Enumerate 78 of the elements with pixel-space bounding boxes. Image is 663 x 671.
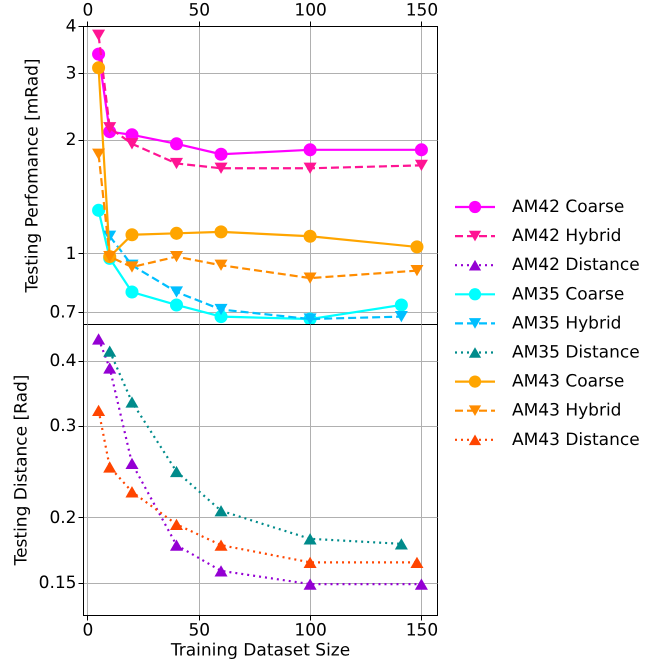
point [170,158,184,170]
point [394,298,408,312]
point [125,458,138,469]
point [410,264,424,276]
legend-label: AM43 Coarse [512,372,624,392]
point [103,345,116,357]
y-tick-label: 0.7 [49,302,76,322]
y-axis-title: Testing Perfomance [mRad] [22,58,42,294]
x-tick-label: 150 [406,0,438,20]
point [414,143,428,156]
y-tick-label: 0.15 [38,573,76,594]
point [304,556,317,568]
y-tick-label: 4 [66,16,76,36]
point [304,143,317,156]
point [304,272,317,284]
point [103,461,116,473]
x-tick-label: 50 [188,620,210,640]
point [214,162,228,174]
point [103,122,116,134]
point [92,404,106,416]
y-tick-label: 0.3 [49,416,76,436]
legend-label: AM35 Coarse [512,284,624,304]
point [304,578,317,590]
point [170,518,184,530]
point [214,565,228,576]
point [214,148,228,161]
point [92,333,106,345]
point [170,466,184,478]
legend-label: AM42 Distance [512,255,640,276]
point [304,162,317,174]
point [170,539,184,551]
point [125,286,138,299]
y-axis-title: Testing Distance [Rad] [12,374,32,566]
x-tick-label: 100 [294,620,327,640]
point [125,486,138,498]
point [214,304,228,316]
point [410,556,424,568]
x-tick-label: 0 [82,620,94,640]
x-tick-label: 150 [406,620,438,640]
point [304,533,317,544]
point [394,310,408,322]
point [214,225,228,238]
point [170,226,184,240]
legend-label: AM35 Distance [512,342,640,362]
y-tick-label: 1 [66,244,76,264]
x-axis-title: Training Dataset Size [170,640,350,660]
point [170,251,184,262]
point [304,230,317,243]
point [170,137,184,150]
y-tick-label: 0.2 [49,508,76,528]
point [125,228,138,242]
y-tick-label: 3 [66,64,76,84]
x-tick-label: 0 [82,0,94,20]
point [214,505,228,516]
point [170,286,184,298]
point [414,160,428,172]
point [394,538,408,550]
point [214,539,228,551]
point [410,240,424,254]
legend-label: AM43 Distance [512,430,640,450]
point [170,298,184,312]
legend-label: AM42 Coarse [512,197,624,217]
y-tick-label: 0.4 [49,351,76,372]
point [92,30,106,41]
x-tick-label: 100 [294,0,327,20]
legend-label: AM42 Hybrid [512,226,622,246]
point [92,61,106,74]
point [414,578,428,590]
point [92,148,106,160]
point [214,260,228,271]
legend-label: AM35 Hybrid [512,313,622,334]
point [125,396,138,408]
y-tick-label: 2 [66,130,76,150]
legend-label: AM43 Hybrid [512,400,622,421]
x-tick-label: 50 [188,0,210,20]
point [92,204,106,217]
point [103,362,116,374]
point [125,138,138,150]
